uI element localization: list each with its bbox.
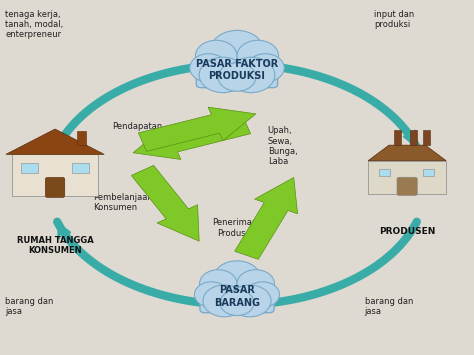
Circle shape bbox=[195, 40, 237, 71]
Circle shape bbox=[210, 31, 264, 70]
Bar bbox=[379, 169, 390, 176]
Text: RUMAH TANGGA
KONSUMEN: RUMAH TANGGA KONSUMEN bbox=[17, 236, 93, 255]
FancyBboxPatch shape bbox=[200, 285, 274, 313]
FancyBboxPatch shape bbox=[72, 163, 89, 173]
FancyBboxPatch shape bbox=[12, 154, 98, 196]
Text: Pendapatan: Pendapatan bbox=[112, 122, 162, 131]
Polygon shape bbox=[6, 129, 104, 154]
Bar bbox=[410, 130, 417, 145]
Bar bbox=[394, 130, 401, 145]
Polygon shape bbox=[133, 115, 251, 159]
Circle shape bbox=[199, 57, 246, 93]
Text: Penerimaan
Produsen: Penerimaan Produsen bbox=[212, 218, 262, 237]
Circle shape bbox=[200, 270, 237, 298]
Circle shape bbox=[218, 63, 256, 91]
Circle shape bbox=[246, 54, 284, 82]
Circle shape bbox=[237, 270, 274, 298]
Circle shape bbox=[203, 285, 246, 317]
FancyBboxPatch shape bbox=[397, 177, 417, 196]
Circle shape bbox=[194, 282, 228, 307]
Circle shape bbox=[228, 57, 275, 93]
Circle shape bbox=[237, 40, 279, 71]
Polygon shape bbox=[138, 107, 256, 151]
Circle shape bbox=[190, 54, 228, 82]
FancyBboxPatch shape bbox=[46, 178, 65, 197]
Circle shape bbox=[246, 282, 280, 307]
Text: PASAR
BARANG: PASAR BARANG bbox=[214, 285, 260, 308]
Text: Upah,
Sewa,
Bunga,
Laba: Upah, Sewa, Bunga, Laba bbox=[268, 126, 298, 166]
Polygon shape bbox=[131, 165, 199, 241]
Bar bbox=[423, 130, 430, 145]
Text: tenaga kerja,
tanah, modal,
enterpreneur: tenaga kerja, tanah, modal, enterpreneur bbox=[5, 10, 64, 39]
FancyBboxPatch shape bbox=[368, 161, 446, 194]
Circle shape bbox=[213, 261, 261, 296]
Bar bbox=[423, 169, 434, 176]
Polygon shape bbox=[368, 145, 446, 161]
Circle shape bbox=[220, 290, 254, 316]
Circle shape bbox=[228, 285, 271, 317]
Text: PASAR FAKTOR
PRODUKSI: PASAR FAKTOR PRODUKSI bbox=[196, 59, 278, 81]
Polygon shape bbox=[235, 178, 298, 259]
FancyBboxPatch shape bbox=[196, 58, 278, 88]
Text: PRODUSEN: PRODUSEN bbox=[379, 227, 435, 236]
Text: barang dan
jasa: barang dan jasa bbox=[5, 297, 54, 316]
Text: barang dan
jasa: barang dan jasa bbox=[365, 297, 413, 316]
Text: input dan
produksi: input dan produksi bbox=[374, 10, 414, 29]
FancyBboxPatch shape bbox=[21, 163, 38, 173]
Bar bbox=[76, 131, 86, 145]
Text: Pembelanjaan
Konsumen: Pembelanjaan Konsumen bbox=[93, 192, 153, 212]
